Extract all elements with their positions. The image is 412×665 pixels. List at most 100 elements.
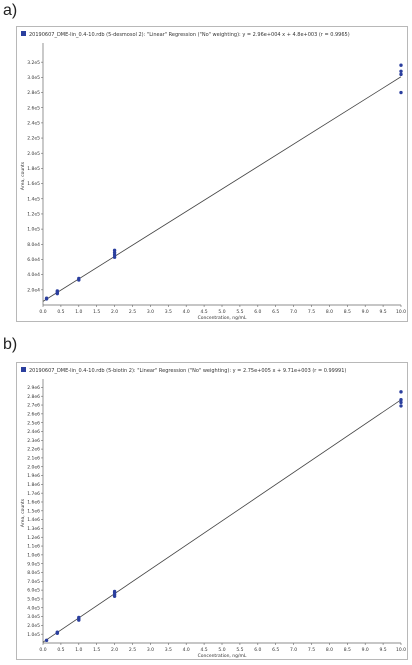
- x-tick-label: 9.5: [380, 647, 387, 653]
- x-tick-label: 6.0: [254, 309, 261, 315]
- y-tick-label: 2.0e5: [27, 623, 40, 629]
- data-point: [399, 400, 403, 405]
- y-axis-label: Area, counts: [20, 161, 26, 190]
- y-tick-label: 6.0e5: [27, 588, 40, 594]
- y-tick-label: 9.0e5: [27, 561, 40, 567]
- y-tick-label: 8.0e4: [27, 242, 40, 248]
- y-tick-label: 5.0e5: [27, 597, 40, 603]
- data-point: [399, 72, 403, 77]
- y-tick-label: 1.4e6: [27, 517, 40, 523]
- data-point: [112, 248, 117, 253]
- x-tick-label: 8.0: [326, 309, 333, 315]
- regression-line: [42, 399, 402, 643]
- x-tick-label: 7.0: [290, 309, 297, 315]
- x-tick-label: 1.5: [93, 647, 100, 653]
- x-tick-label: 3.5: [165, 647, 172, 653]
- chart-title: 20190607_DME-lin_0.4-10.rdb (5-biotin 2)…: [29, 368, 346, 374]
- y-tick-label: 2.4e5: [27, 120, 40, 126]
- y-tick-label: 1.8e6: [27, 482, 40, 488]
- y-tick-label: 1.6e5: [27, 181, 40, 187]
- x-tick-label: 9.0: [362, 647, 369, 653]
- x-tick-label: 8.5: [344, 647, 351, 653]
- y-tick-label: 2.3e6: [27, 438, 40, 444]
- x-tick-label: 10.0: [396, 647, 406, 653]
- y-tick-label: 3.0e5: [27, 614, 40, 620]
- x-tick-label: 1.0: [75, 647, 82, 653]
- x-tick-label: 5.0: [218, 309, 225, 315]
- y-tick-label: 1.9e6: [27, 473, 40, 479]
- y-tick-label: 4.0e4: [27, 272, 40, 278]
- data-point: [399, 398, 403, 402]
- x-tick-label: 5.5: [236, 309, 243, 315]
- x-tick-label: 0.0: [39, 309, 46, 315]
- y-tick-label: 2.2e6: [27, 447, 40, 453]
- data-point: [55, 289, 60, 293]
- x-tick-label: 0.0: [39, 647, 46, 653]
- x-tick-label: 4.0: [183, 309, 190, 315]
- x-tick-label: 3.0: [147, 647, 154, 653]
- y-tick-label: 8.0e5: [27, 570, 40, 576]
- y-tick-label: 1.3e6: [27, 526, 40, 532]
- y-tick-label: 2.8e5: [27, 90, 40, 96]
- panel-b-label: b): [3, 336, 18, 353]
- y-tick-label: 1.2e6: [27, 535, 40, 541]
- y-tick-label: 1.0e5: [27, 227, 40, 233]
- data-point: [399, 90, 403, 95]
- x-tick-label: 7.0: [290, 647, 297, 653]
- y-tick-label: 1.0e5: [27, 632, 40, 638]
- y-tick-label: 1.8e5: [27, 166, 40, 172]
- y-tick-label: 6.0e4: [27, 257, 40, 263]
- data-point: [112, 589, 117, 594]
- y-tick-label: 3.2e5: [27, 60, 40, 66]
- x-tick-label: 6.5: [272, 647, 279, 653]
- y-tick-label: 1.1e6: [27, 544, 40, 550]
- y-tick-label: 1.7e6: [27, 491, 40, 497]
- x-tick-label: 2.5: [129, 647, 136, 653]
- y-tick-label: 2.5e6: [27, 420, 40, 426]
- panel-a-label: a): [3, 2, 18, 19]
- y-tick-label: 4.0e5: [27, 605, 40, 611]
- x-tick-label: 3.0: [147, 309, 154, 315]
- x-tick-label: 2.5: [129, 309, 136, 315]
- chart-a-svg: 20190607_DME-lin_0.4-10.rdb (5-desmosol …: [20, 31, 406, 321]
- y-tick-label: 2.6e5: [27, 105, 40, 111]
- x-tick-label: 2.0: [111, 309, 118, 315]
- data-point: [399, 63, 403, 67]
- y-axis-label: Area, counts: [20, 498, 26, 527]
- x-tick-label: 9.0: [362, 309, 369, 315]
- x-tick-label: 3.5: [165, 309, 172, 315]
- y-tick-label: 2.6e6: [27, 411, 40, 417]
- y-tick-label: 3.0e5: [27, 75, 40, 81]
- y-tick-label: 2.0e6: [27, 464, 40, 470]
- x-tick-label: 8.5: [344, 309, 351, 315]
- x-tick-label: 6.5: [272, 309, 279, 315]
- y-tick-label: 2.0e5: [27, 151, 40, 157]
- x-tick-label: 4.0: [183, 647, 190, 653]
- data-point: [399, 69, 403, 73]
- x-tick-label: 5.0: [218, 647, 225, 653]
- x-axis-label: Concentration, ng/mL: [198, 315, 247, 321]
- x-tick-label: 2.0: [111, 647, 118, 653]
- y-tick-label: 2.7e6: [27, 403, 40, 409]
- data-point: [77, 615, 81, 620]
- x-tick-label: 7.5: [308, 647, 315, 653]
- y-tick-label: 1.6e6: [27, 500, 40, 506]
- data-point: [77, 276, 81, 281]
- x-axis-label: Concentration, ng/mL: [198, 653, 247, 659]
- data-point: [399, 390, 403, 394]
- x-tick-label: 7.5: [308, 309, 315, 315]
- legend-marker: [21, 31, 26, 36]
- regression-line: [42, 76, 402, 302]
- x-tick-label: 5.5: [236, 647, 243, 653]
- chart-title: 20190607_DME-lin_0.4-10.rdb (5-desmosol …: [29, 32, 350, 38]
- y-tick-label: 7.0e5: [27, 579, 40, 585]
- chart-panel-a: 20190607_DME-lin_0.4-10.rdb (5-desmosol …: [16, 26, 408, 322]
- x-tick-label: 0.5: [57, 647, 64, 653]
- x-tick-label: 6.0: [254, 647, 261, 653]
- x-tick-label: 0.5: [57, 309, 64, 315]
- x-tick-label: 10.0: [396, 309, 406, 315]
- legend-marker: [21, 367, 26, 372]
- y-tick-label: 2.8e6: [27, 394, 40, 400]
- y-tick-label: 2.2e5: [27, 136, 40, 142]
- data-point: [44, 638, 49, 643]
